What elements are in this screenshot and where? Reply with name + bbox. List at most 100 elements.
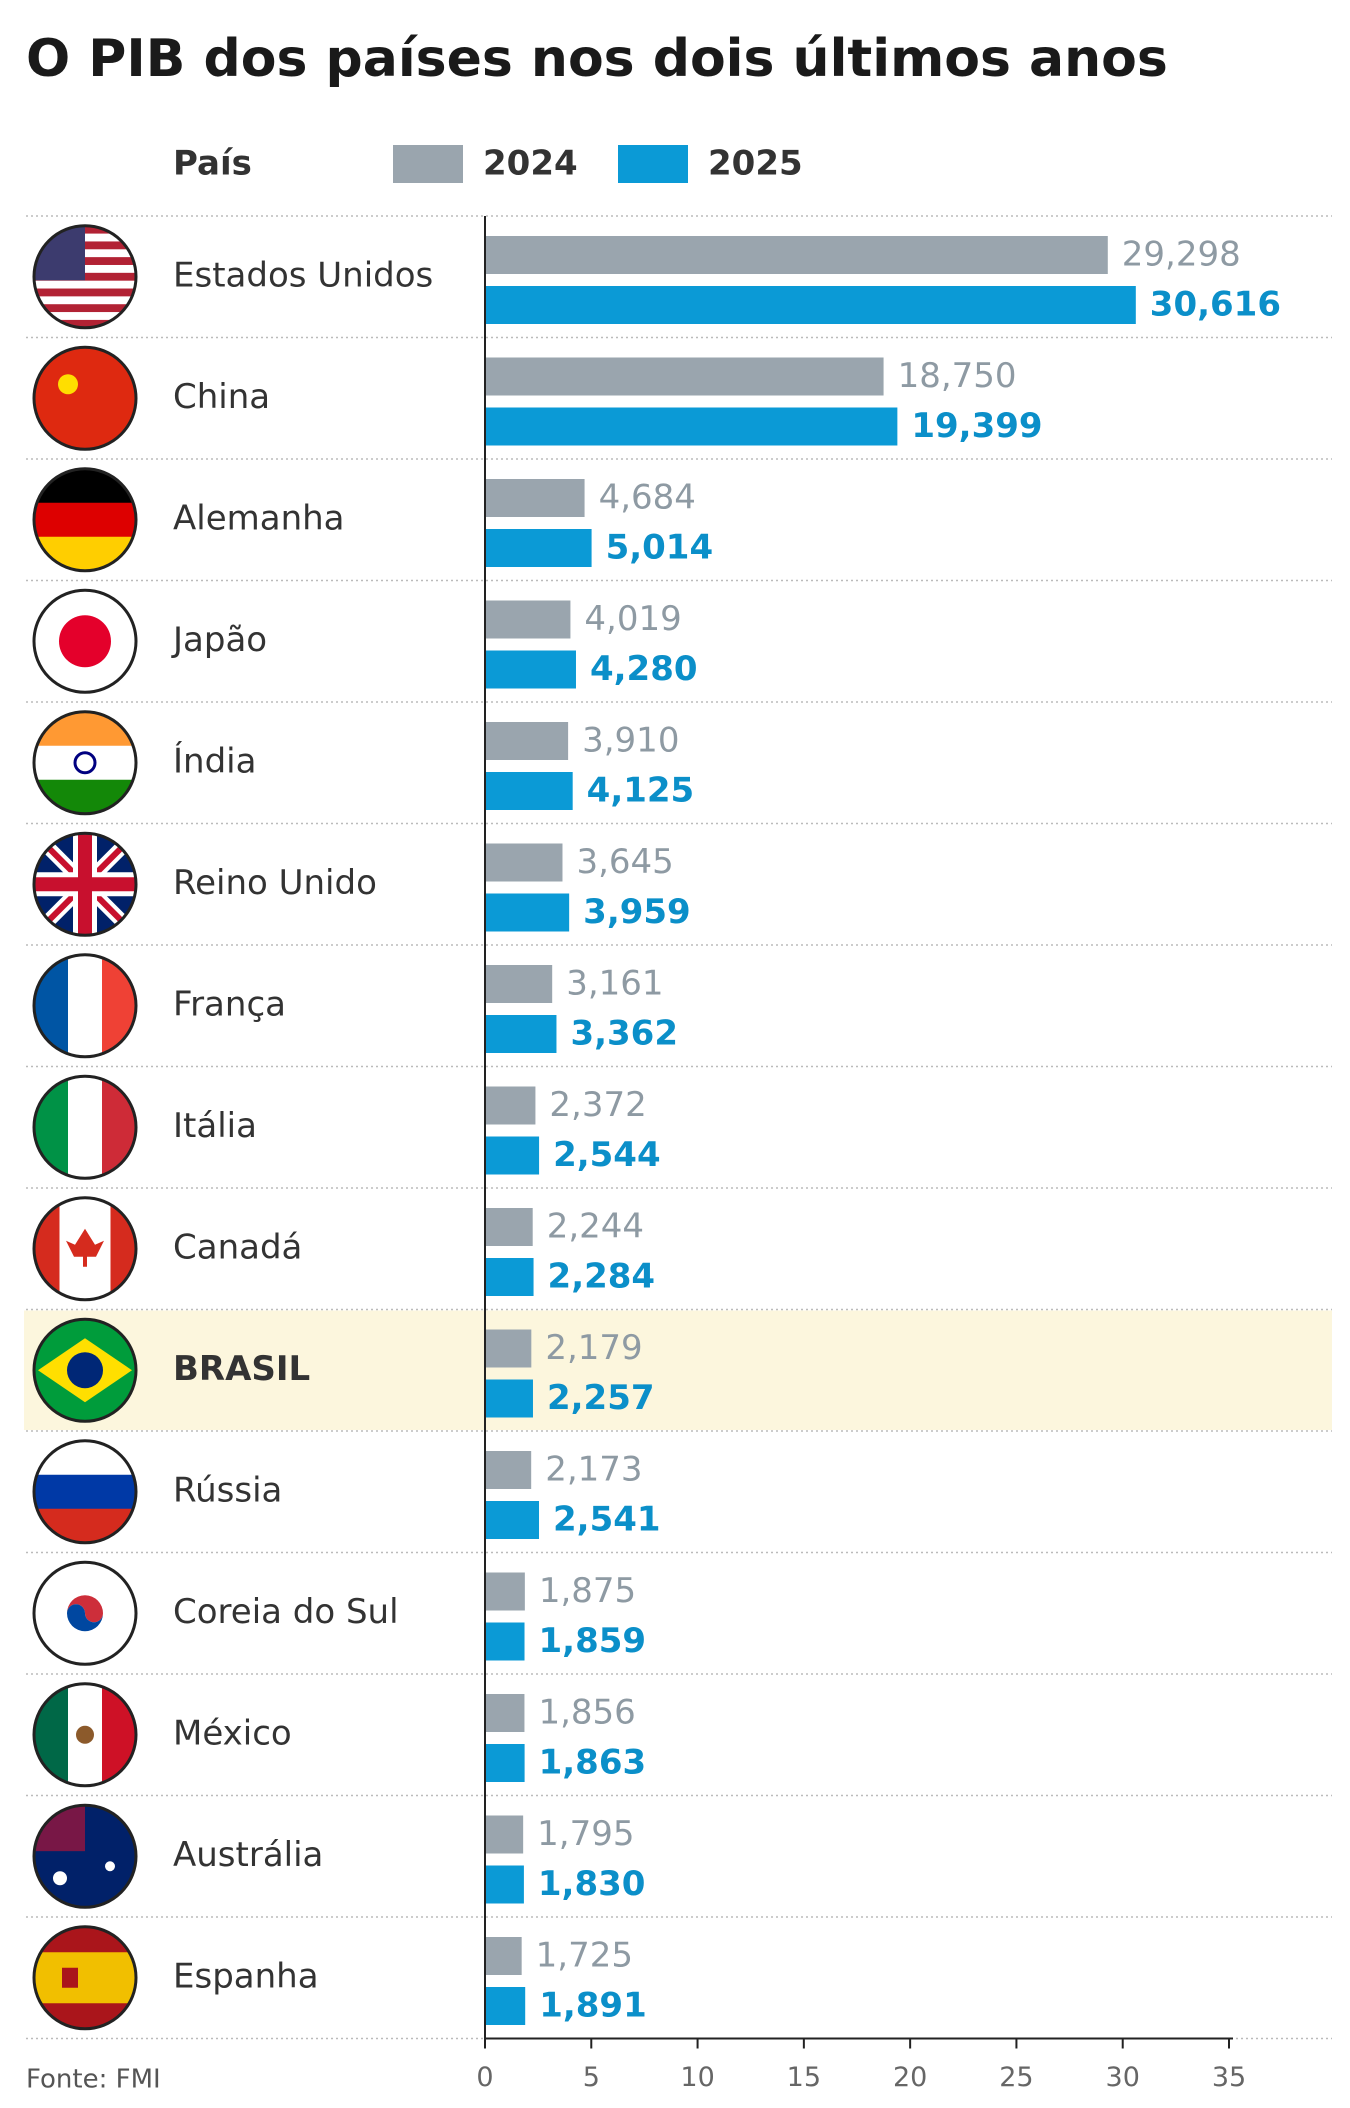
category-label: Itália <box>173 1106 257 1146</box>
bar <box>485 1694 525 1732</box>
category-label: Japão <box>171 620 267 660</box>
flag-part <box>76 1725 94 1744</box>
legend-label: 2024 <box>483 144 578 184</box>
value-label: 1,725 <box>536 1936 633 1976</box>
value-label: 2,541 <box>553 1500 661 1540</box>
flag-part <box>34 304 136 313</box>
value-label: 1,875 <box>539 1571 636 1611</box>
flag-part <box>68 954 103 1057</box>
flag-border <box>32 831 138 937</box>
category-label: França <box>173 984 286 1024</box>
flag <box>34 1319 136 1422</box>
bar <box>485 1987 526 2025</box>
category-label: Índia <box>173 740 256 781</box>
flag-border <box>32 1439 138 1545</box>
category-label: BRASIL <box>173 1349 310 1389</box>
flag-part <box>58 374 78 395</box>
flag-border <box>32 953 138 1059</box>
flag <box>34 347 136 450</box>
legend-swatch <box>393 145 463 183</box>
x-tick-label: 30 <box>1106 2062 1140 2093</box>
flag-part <box>34 502 136 538</box>
flag-part <box>67 1352 103 1389</box>
value-label: 3,910 <box>582 721 679 761</box>
value-label: 2,544 <box>553 1135 661 1175</box>
bar <box>485 1744 525 1782</box>
value-label: 4,280 <box>590 649 698 689</box>
value-label: 2,372 <box>549 1085 646 1125</box>
value-label: 4,125 <box>587 771 695 811</box>
flag-part <box>34 347 136 450</box>
flag-part <box>34 1474 136 1510</box>
bar <box>485 965 553 1003</box>
bar <box>485 1086 536 1125</box>
flag-part <box>67 1595 103 1623</box>
flag <box>34 1562 136 1665</box>
value-label: 3,362 <box>570 1014 678 1054</box>
flag-border <box>32 1196 138 1302</box>
value-label: 5,014 <box>606 528 714 568</box>
x-tick-label: 20 <box>893 2062 927 2093</box>
value-label: 29,298 <box>1122 235 1241 275</box>
bar <box>485 1379 533 1418</box>
flag <box>34 225 136 328</box>
value-label: 3,161 <box>566 964 663 1004</box>
value-label: 1,891 <box>539 1986 647 2026</box>
category-label: Coreia do Sul <box>173 1592 399 1632</box>
category-label: Espanha <box>173 1956 319 1996</box>
flag-border <box>32 1074 138 1180</box>
bar <box>485 1136 540 1175</box>
value-label: 3,645 <box>576 842 673 882</box>
flag-border <box>32 1682 138 1788</box>
bar <box>485 893 570 932</box>
flag-part <box>53 1871 67 1886</box>
flag-border <box>32 710 138 816</box>
bar <box>485 1815 524 1854</box>
bar <box>485 236 1108 274</box>
flag <box>34 1926 136 2029</box>
flag-part <box>105 1861 115 1872</box>
value-label: 2,179 <box>545 1328 642 1368</box>
bar <box>485 529 592 567</box>
flag-part <box>34 288 136 297</box>
highlight-band <box>24 1310 1332 1430</box>
bar <box>485 1015 557 1053</box>
x-tick-label: 25 <box>999 2062 1033 2093</box>
x-tick-label: 0 <box>476 2062 493 2093</box>
bar <box>485 357 884 396</box>
flag <box>34 1683 136 1786</box>
bar <box>485 1501 540 1539</box>
x-tick-label: 15 <box>787 2062 821 2093</box>
flag-border <box>32 345 138 451</box>
source: Fonte: FMI <box>26 2065 161 2095</box>
bar <box>485 286 1136 324</box>
category-label: Estados Unidos <box>173 255 433 295</box>
value-label: 1,859 <box>539 1621 647 1661</box>
flag <box>34 833 136 936</box>
bar <box>485 843 563 882</box>
value-label: 30,616 <box>1150 285 1281 325</box>
flag-border <box>32 1560 138 1666</box>
value-label: 1,863 <box>539 1743 647 1783</box>
category-label: Austrália <box>173 1835 323 1875</box>
value-label: 1,795 <box>537 1814 634 1854</box>
flag-part <box>66 1228 104 1267</box>
x-tick-label: 35 <box>1212 2062 1246 2093</box>
bar <box>485 722 569 760</box>
bar <box>485 407 898 446</box>
flag-border <box>32 588 138 694</box>
flag-border <box>32 1317 138 1423</box>
flag-part <box>59 615 111 668</box>
flag-part <box>67 1604 103 1632</box>
category-label: Canadá <box>173 1227 302 1267</box>
flag-part <box>34 296 136 305</box>
flag-border <box>32 1925 138 2031</box>
bar <box>485 1622 525 1661</box>
category-label: Rússia <box>173 1470 282 1510</box>
bar <box>485 650 576 689</box>
value-label: 19,399 <box>911 406 1042 446</box>
flag <box>34 590 136 693</box>
flag-part <box>73 751 97 775</box>
